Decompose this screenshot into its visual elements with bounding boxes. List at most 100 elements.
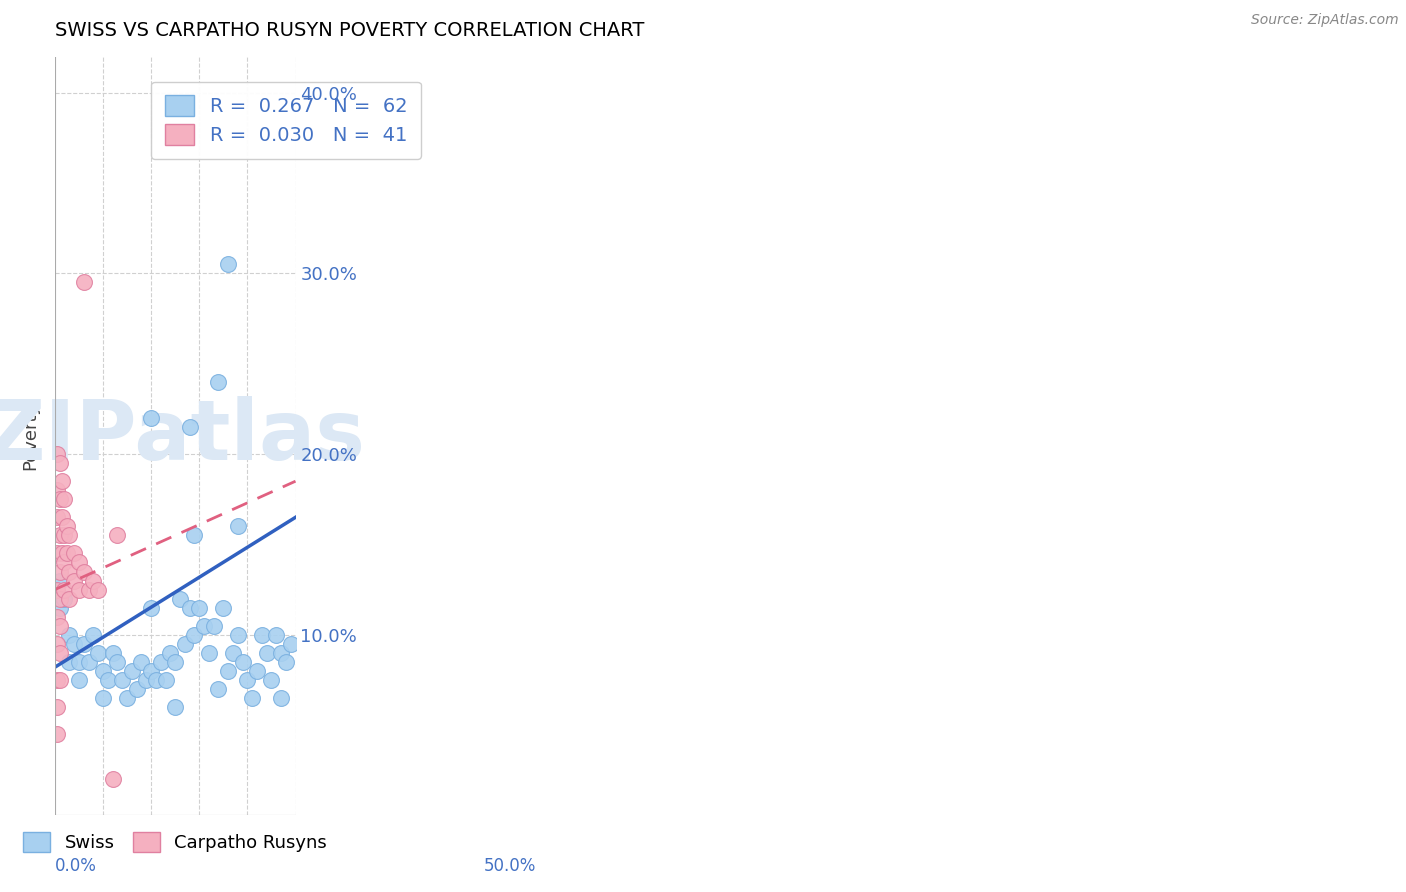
Point [48,646,70,660]
Point [111,673,134,687]
Point [82,574,104,588]
Point [115,690,138,705]
Point [135,673,157,687]
Text: 0.0%: 0.0% [55,857,97,875]
Point [46,673,69,687]
Y-axis label: Poverty: Poverty [21,402,39,470]
Point [63,546,86,560]
Point [73,637,96,651]
Point [145,673,167,687]
Point [48,456,70,470]
Point [58,591,80,606]
Point [169,591,191,606]
Point [67,673,90,687]
Point [256,646,278,660]
Point [232,655,254,669]
Point [207,375,229,389]
Point [250,628,273,642]
Point [53,582,76,597]
Point [87,646,110,660]
Point [193,618,215,632]
Point [280,637,302,651]
Point [240,690,263,705]
Point [46,483,69,498]
Point [139,664,162,678]
Point [226,628,249,642]
Point [48,591,70,606]
Point [179,600,201,615]
Point [217,664,239,678]
Point [207,681,229,696]
Point [274,655,297,669]
Point [246,664,269,678]
Point [97,673,120,687]
Point [46,609,69,624]
Point [91,690,114,705]
Point [46,546,69,560]
Point [67,556,90,570]
Point [202,618,225,632]
Point [46,447,69,461]
Point [139,600,162,615]
Point [131,655,153,669]
Point [63,637,86,651]
Point [48,492,70,507]
Point [48,600,70,615]
Text: Source: ZipAtlas.com: Source: ZipAtlas.com [1251,13,1399,28]
Point [125,681,148,696]
Point [53,591,76,606]
Point [63,574,86,588]
Point [56,546,79,560]
Point [101,646,124,660]
Text: ZIPatlas: ZIPatlas [0,395,366,476]
Point [91,664,114,678]
Point [270,690,292,705]
Point [51,474,73,488]
Text: SWISS VS CARPATHO RUSYN POVERTY CORRELATION CHART: SWISS VS CARPATHO RUSYN POVERTY CORRELAT… [55,21,644,40]
Legend: Swiss, Carpatho Rusyns: Swiss, Carpatho Rusyns [15,825,335,860]
Point [121,664,143,678]
Point [58,655,80,669]
Point [58,565,80,579]
Point [82,628,104,642]
Point [226,519,249,533]
Point [179,420,201,434]
Point [48,565,70,579]
Point [149,655,172,669]
Point [51,546,73,560]
Point [46,582,69,597]
Point [183,528,205,542]
Point [139,411,162,425]
Point [48,618,70,632]
Point [51,510,73,524]
Point [53,528,76,542]
Point [46,637,69,651]
Point [48,574,70,588]
Point [101,772,124,787]
Point [53,492,76,507]
Point [46,727,69,741]
Point [173,637,195,651]
Point [165,655,187,669]
Point [105,528,128,542]
Point [264,628,287,642]
Point [73,565,96,579]
Point [46,700,69,714]
Point [58,628,80,642]
Point [48,673,70,687]
Point [217,257,239,271]
Point [236,673,259,687]
Point [53,556,76,570]
Point [105,655,128,669]
Point [58,528,80,542]
Point [87,582,110,597]
Point [67,655,90,669]
Point [155,673,177,687]
Point [48,528,70,542]
Point [198,646,221,660]
Text: 50.0%: 50.0% [484,857,536,875]
Point [46,510,69,524]
Point [77,655,100,669]
Point [165,700,187,714]
Point [77,582,100,597]
